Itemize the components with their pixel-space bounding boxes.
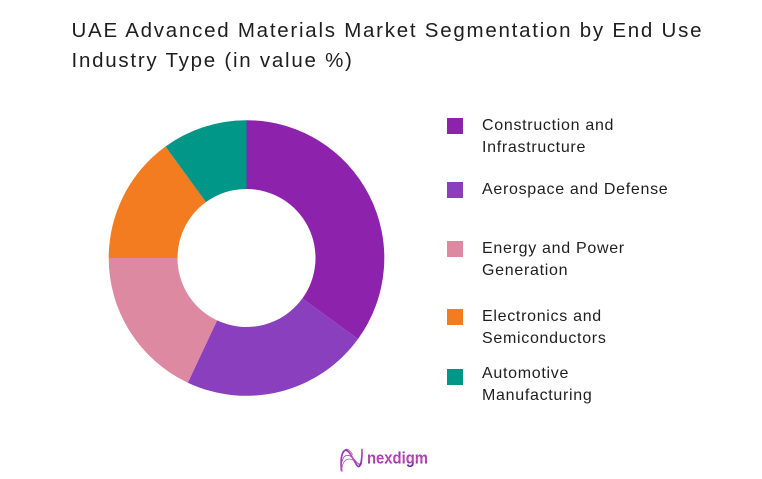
svg-text:nexdigm: nexdigm: [367, 450, 428, 468]
